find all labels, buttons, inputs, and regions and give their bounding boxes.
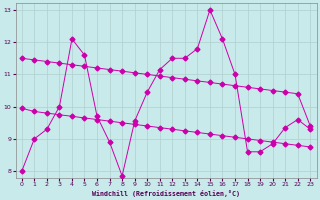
X-axis label: Windchill (Refroidissement éolien,°C): Windchill (Refroidissement éolien,°C): [92, 190, 240, 197]
